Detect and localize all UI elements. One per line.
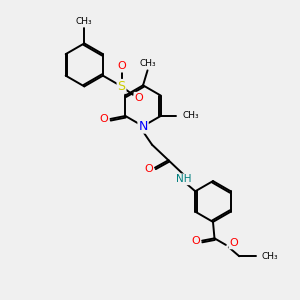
Text: S: S (118, 80, 125, 93)
Text: CH₃: CH₃ (261, 252, 278, 261)
Text: O: O (100, 114, 108, 124)
Text: O: O (144, 164, 153, 174)
Text: O: O (134, 93, 143, 103)
Text: CH₃: CH₃ (76, 17, 93, 26)
Text: O: O (192, 236, 200, 246)
Text: CH₃: CH₃ (182, 112, 199, 121)
Text: O: O (117, 61, 126, 71)
Text: NH: NH (176, 174, 191, 184)
Text: N: N (138, 120, 148, 133)
Text: O: O (230, 238, 238, 248)
Text: CH₃: CH₃ (139, 59, 156, 68)
